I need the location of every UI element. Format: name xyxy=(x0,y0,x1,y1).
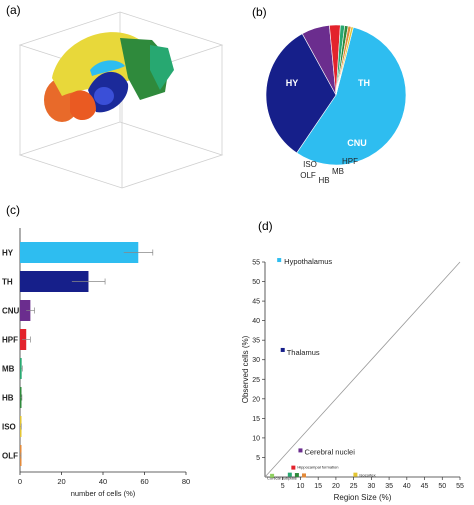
bar-category-label-hb: HB xyxy=(2,394,14,403)
scatter-y-tick-label: 40 xyxy=(252,318,260,325)
bar-x-tick-label: 80 xyxy=(182,477,190,486)
bar-category-label-th: TH xyxy=(2,278,13,287)
bar-category-label-mb: MB xyxy=(2,365,15,374)
scatter-point-isocortex xyxy=(353,472,358,477)
scatter-y-tick-label: 45 xyxy=(252,299,260,306)
scatter-x-tick-label: 55 xyxy=(456,483,464,490)
scatter-point-cortical-subplate xyxy=(270,473,275,478)
bar-mb xyxy=(20,358,22,379)
brain-3d-render xyxy=(18,11,224,189)
scatter-y-tick-label: 30 xyxy=(252,357,260,364)
scatter-point-olfactory-areas xyxy=(302,473,306,478)
scatter-point-label-hypothalamus: Hypothalamus xyxy=(284,257,332,266)
scatter-point-label-hippocampal-formation: Hippocampal formation xyxy=(297,465,338,470)
panel-label-d: (d) xyxy=(258,219,273,233)
panel-label-a: (a) xyxy=(6,3,21,17)
bar-cnu xyxy=(20,300,31,321)
scatter-point-hippocampal-formation xyxy=(291,465,296,470)
scatter-point-hindbrain xyxy=(294,473,299,478)
bar-category-label-hpf: HPF xyxy=(2,336,18,345)
scatter-point-label-isocortex: Isocortex xyxy=(359,473,375,478)
pie-label-hpf: HPF xyxy=(342,157,358,166)
bar-x-tick-label: 40 xyxy=(99,477,107,486)
pie-label-mb: MB xyxy=(332,167,344,176)
scatter-x-axis-title: Region Size (%) xyxy=(334,493,392,502)
pie-label-iso: ISO xyxy=(303,160,317,169)
scatter-y-axis-title: Observed cells (%) xyxy=(241,335,250,403)
bar-chart: HY TH CNU HPF MB HB ISO OLF 0 20 40 60 80 number of c… xyxy=(2,228,190,498)
bar-category-label-cnu: CNU xyxy=(2,307,20,316)
scatter-y-tick-label: 10 xyxy=(252,435,260,442)
pie-label-hb: HB xyxy=(318,176,329,185)
scatter-x-tick-label: 30 xyxy=(367,483,375,490)
scatter-chart: 5 10 15 20 25 30 35 40 45 50 555101520253035404550… xyxy=(241,257,464,502)
pie-label-olf: OLF xyxy=(300,171,316,180)
scatter-x-tick-label: 50 xyxy=(438,483,446,490)
brain-midbrain xyxy=(150,45,174,90)
pie-slice-hy xyxy=(296,26,407,166)
scatter-point-label-cerebral-nuclei: Cerebral nuclei xyxy=(304,447,355,456)
scatter-x-tick-label: 25 xyxy=(350,483,358,490)
pie-label-th: TH xyxy=(358,78,370,88)
bar-hy xyxy=(20,242,139,263)
bar-category-label-iso: ISO xyxy=(2,423,16,432)
bar-th xyxy=(20,271,89,292)
scatter-y-tick-label: 20 xyxy=(252,396,260,403)
scatter-point-hypothalamus xyxy=(277,258,282,263)
scatter-point-label-thalamus: Thalamus xyxy=(287,348,320,357)
brain-cerebral-nuclei xyxy=(70,90,96,121)
scatter-y-tick-label: 50 xyxy=(252,279,260,286)
scatter-y-tick-label: 5 xyxy=(256,455,260,462)
pie-label-hy: HY xyxy=(286,78,299,88)
scatter-point-thalamus xyxy=(280,347,285,352)
scatter-x-tick-label: 35 xyxy=(385,483,393,490)
scatter-x-tick-label: 40 xyxy=(403,483,411,490)
bar-x-axis-title: number of cells (%) xyxy=(71,489,136,498)
bar-category-label-hy: HY xyxy=(2,249,14,258)
scatter-x-tick-label: 15 xyxy=(314,483,322,490)
bar-x-tick-label: 0 xyxy=(18,477,22,486)
identity-line xyxy=(264,261,461,478)
scatter-y-tick-label: 55 xyxy=(252,260,260,267)
bar-category-label-olf: OLF xyxy=(2,452,18,461)
scatter-y-tick-label: 35 xyxy=(252,338,260,345)
scatter-point-cerebral-nuclei xyxy=(298,448,303,453)
scatter-y-tick-label: 15 xyxy=(252,416,260,423)
panel-label-b: (b) xyxy=(252,5,267,19)
pie-label-cnu: CNU xyxy=(347,138,367,148)
panel-label-c: (c) xyxy=(6,203,20,217)
scatter-x-tick-label: 5 xyxy=(281,483,285,490)
scatter-x-tick-label: 45 xyxy=(421,483,429,490)
scatter-x-tick-label: 10 xyxy=(297,483,305,490)
pie-slice-iso xyxy=(335,26,354,96)
bar-x-tick-label: 20 xyxy=(57,477,65,486)
brain-hippocampus xyxy=(90,60,125,76)
bar-x-tick-label: 60 xyxy=(140,477,148,486)
scatter-x-tick-label: 20 xyxy=(332,483,340,490)
scatter-y-tick-label: 25 xyxy=(252,377,260,384)
scatter-point-midbrain xyxy=(287,472,292,477)
brain-hypothalamus xyxy=(94,87,114,105)
scatter-point-label-cortical-subplate: Cortical subplate xyxy=(267,475,298,480)
